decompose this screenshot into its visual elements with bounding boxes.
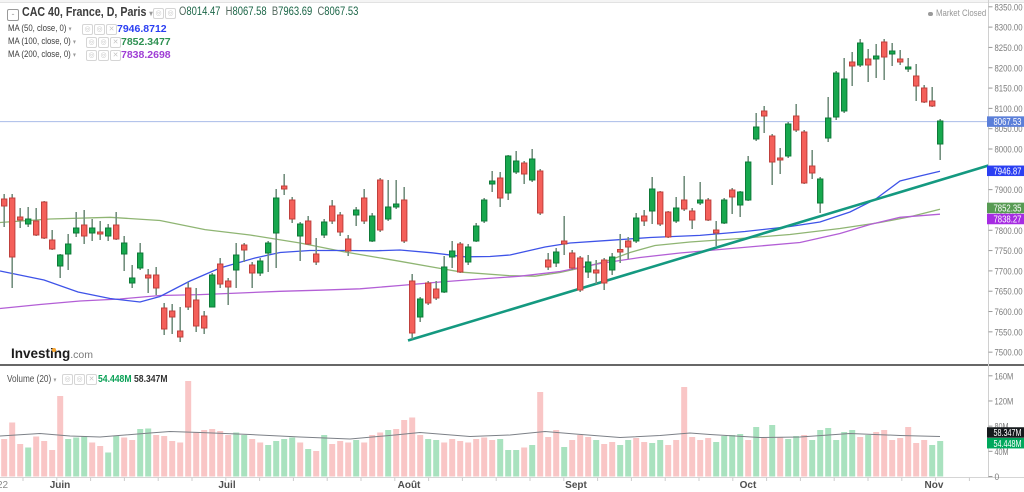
svg-text:7750.00: 7750.00 xyxy=(995,246,1023,257)
svg-text:22: 22 xyxy=(0,480,9,491)
svg-text:0: 0 xyxy=(995,472,1000,483)
svg-text:7900.00: 7900.00 xyxy=(995,185,1023,196)
svg-text:7600.00: 7600.00 xyxy=(995,307,1023,318)
svg-text:7800.00: 7800.00 xyxy=(995,226,1023,237)
svg-text:40M: 40M xyxy=(995,447,1009,458)
svg-text:8200.00: 8200.00 xyxy=(995,63,1023,74)
svg-text:Juin: Juin xyxy=(50,480,71,491)
svg-text:54.448M: 54.448M xyxy=(994,439,1022,450)
svg-text:Sept: Sept xyxy=(565,480,587,491)
svg-text:7500.00: 7500.00 xyxy=(995,348,1023,359)
svg-text:8350.00: 8350.00 xyxy=(995,2,1023,13)
svg-text:7700.00: 7700.00 xyxy=(995,266,1023,277)
svg-text:Juil: Juil xyxy=(218,480,235,491)
svg-text:7838.27: 7838.27 xyxy=(994,215,1022,226)
svg-text:8050.00: 8050.00 xyxy=(995,124,1023,135)
svg-text:160M: 160M xyxy=(995,371,1014,382)
svg-text:8250.00: 8250.00 xyxy=(995,43,1023,54)
svg-text:8150.00: 8150.00 xyxy=(995,84,1023,95)
svg-text:7946.87: 7946.87 xyxy=(994,166,1022,177)
svg-text:8000.00: 8000.00 xyxy=(995,145,1023,156)
svg-text:Nov: Nov xyxy=(925,480,944,491)
svg-text:120M: 120M xyxy=(995,396,1014,407)
svg-text:7550.00: 7550.00 xyxy=(995,327,1023,338)
svg-text:8100.00: 8100.00 xyxy=(995,104,1023,115)
svg-text:8300.00: 8300.00 xyxy=(995,23,1023,34)
svg-text:Oct: Oct xyxy=(740,480,757,491)
svg-text:80M: 80M xyxy=(995,422,1009,433)
svg-text:7650.00: 7650.00 xyxy=(995,287,1023,298)
svg-text:8067.53: 8067.53 xyxy=(994,117,1022,128)
svg-text:58.347M: 58.347M xyxy=(994,428,1022,439)
svg-text:7852.35: 7852.35 xyxy=(994,204,1022,215)
svg-text:Août: Août xyxy=(398,480,421,491)
